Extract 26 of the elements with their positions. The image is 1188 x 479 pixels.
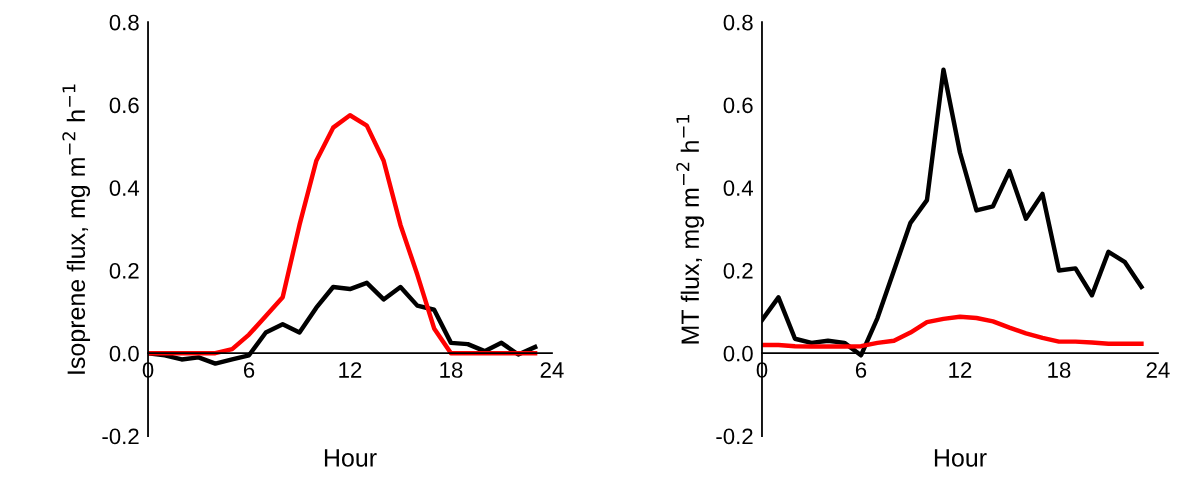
y-tick-label: -0.2 [716,428,753,445]
y-tick-label: 0.2 [723,262,753,279]
x-tick-label: 6 [855,362,867,378]
y-tick-label: 0.8 [723,14,753,31]
y-tick-label: 0.0 [723,345,753,362]
y-tick-label: -0.2 [102,428,139,445]
line-series [148,113,538,356]
x-tick-label: 12 [339,362,362,378]
y-tick-label: 0.6 [723,97,753,114]
x-axis-title: Hour [324,449,377,467]
y-tick-label: 0.4 [109,180,140,196]
x-tick-label: 6 [243,362,255,378]
x-tick-label: 18 [1048,362,1071,378]
y-tick-label: 0.6 [109,97,139,114]
y-axis-title: Isoprene flux, mg m$^{−2}$ h$^{−1}$ [62,84,91,374]
y-tick-label: 0.0 [109,345,139,362]
x-tick-label: 24 [540,362,564,378]
line-series [761,314,1144,349]
y-axis-title: MT flux, mg m$^{−2}$ h$^{−1}$ [676,115,704,344]
x-axis-title: Hour [934,449,987,467]
x-tick-label: 18 [440,362,463,378]
x-tick-label: 12 [949,362,972,378]
y-tick-label: 0.8 [109,14,139,31]
y-tick-label: 0.4 [723,180,753,196]
y-tick-label: 0.2 [109,262,139,279]
x-tick-label: 24 [1146,362,1170,378]
